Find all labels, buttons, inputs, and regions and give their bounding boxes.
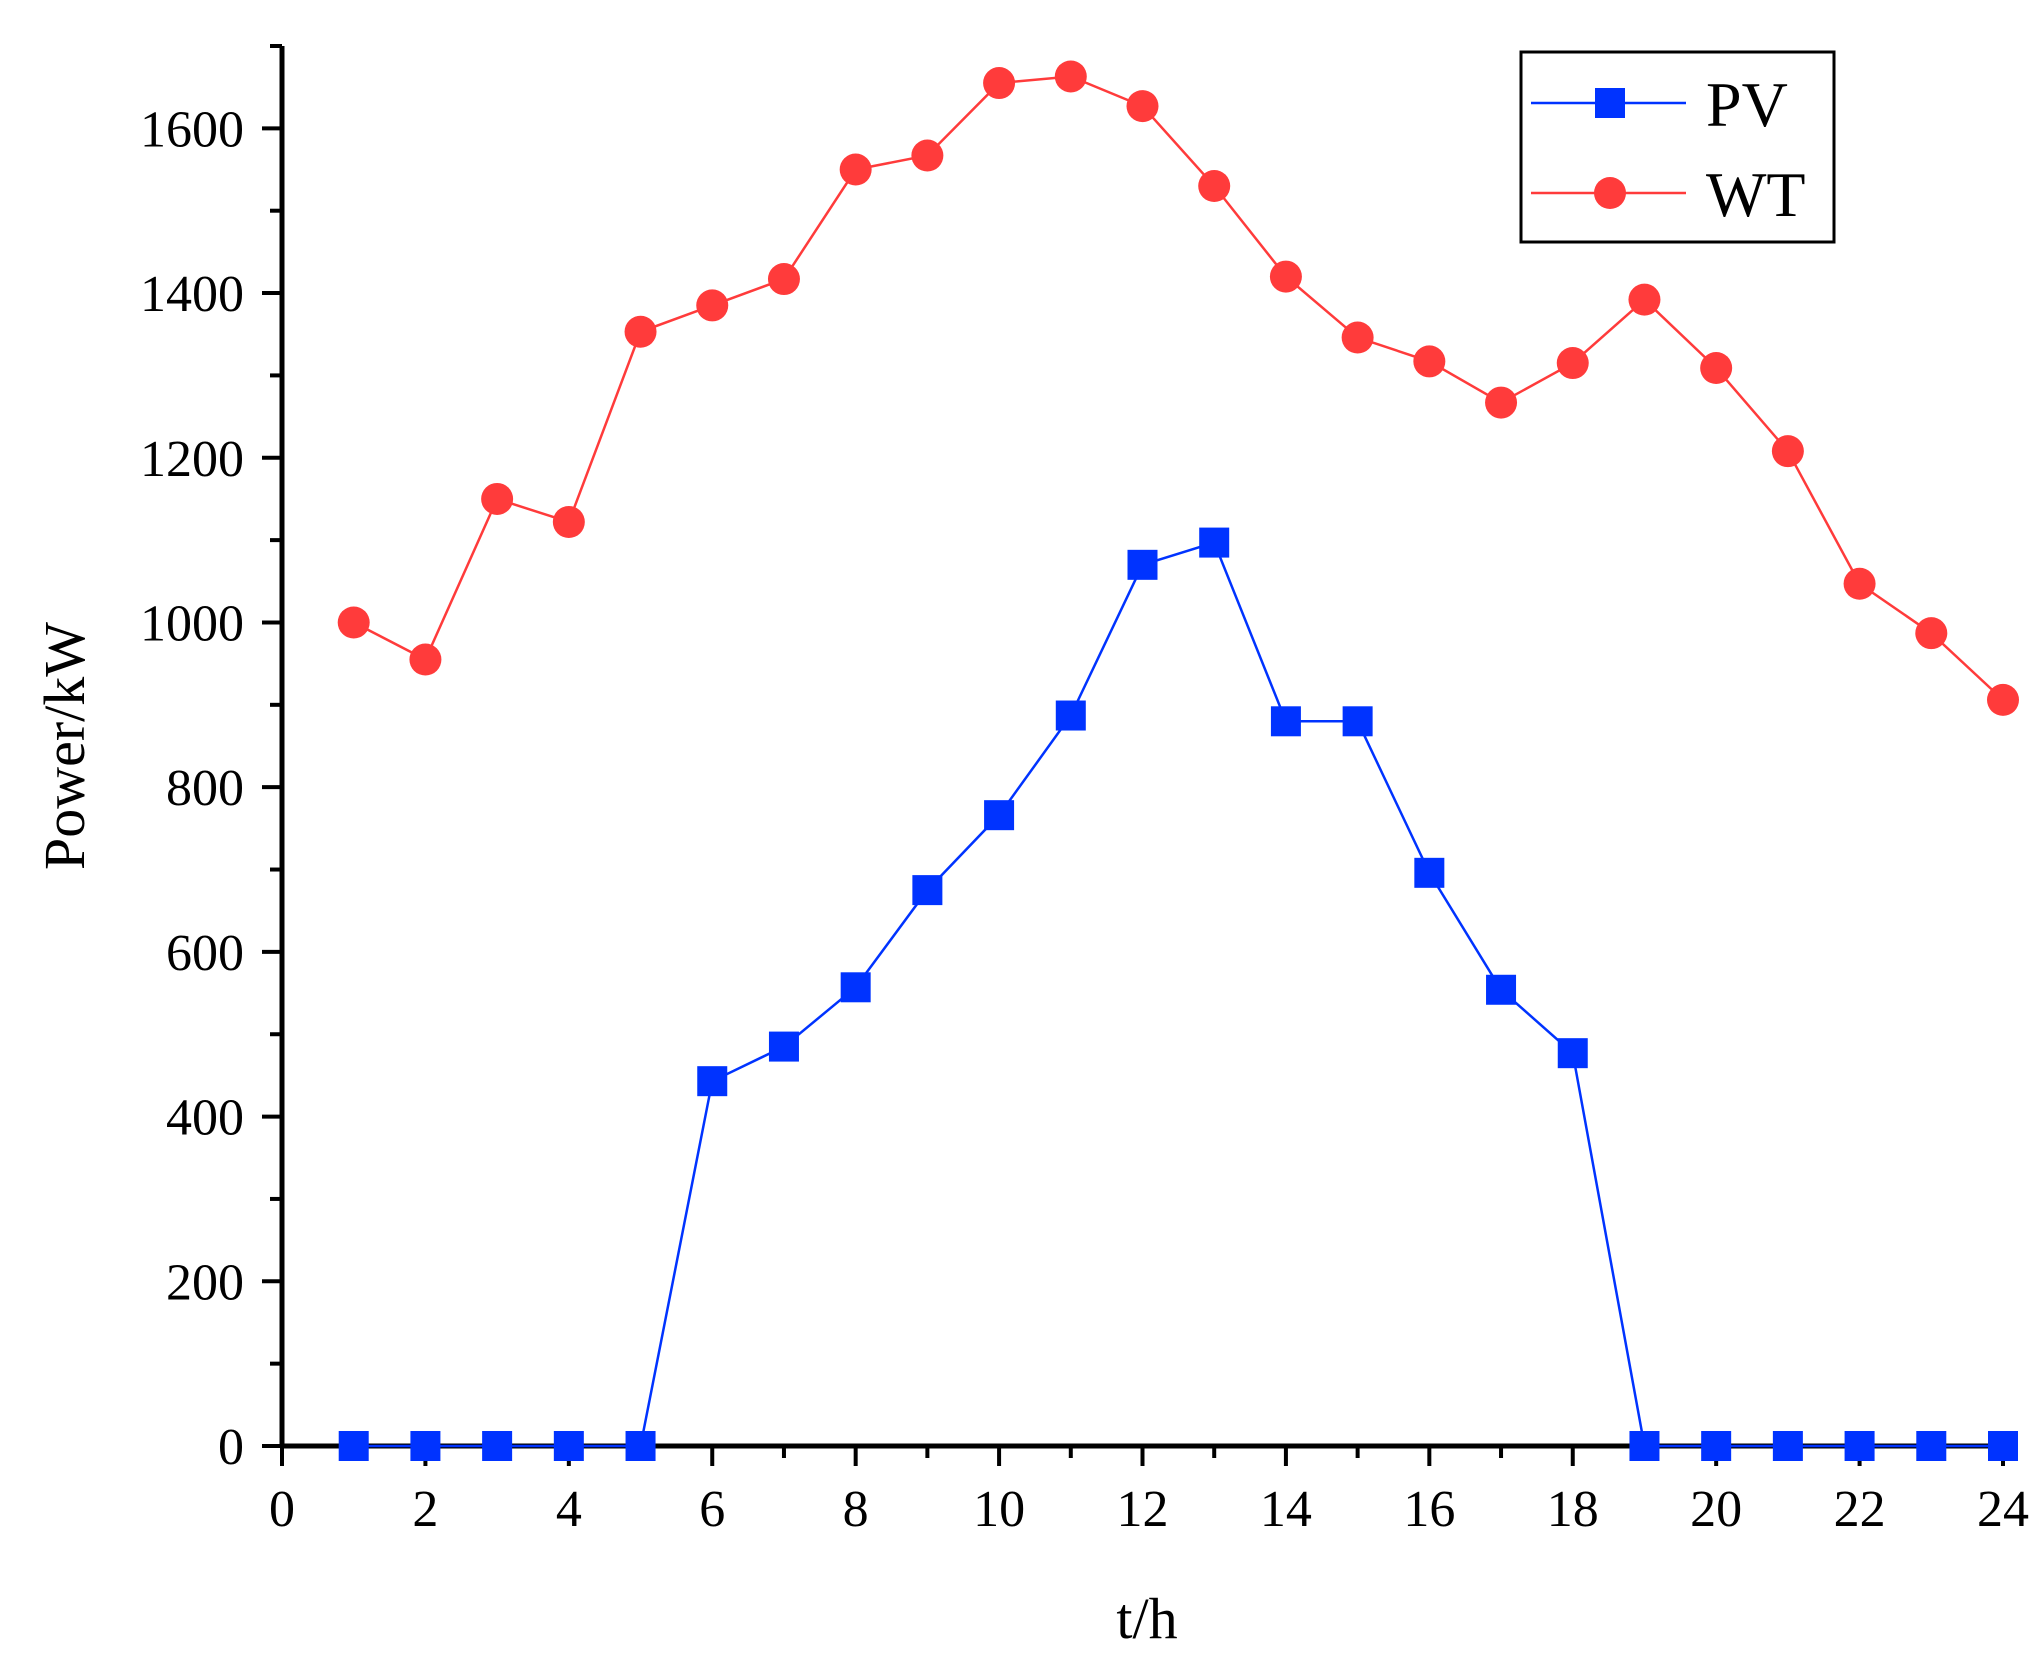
wt-point xyxy=(337,606,370,639)
wt-point xyxy=(1341,321,1374,354)
pv-point xyxy=(1342,706,1373,737)
pv-point xyxy=(1844,1431,1875,1461)
wt-point xyxy=(1054,60,1087,93)
x-tick-label: 18 xyxy=(1547,1481,1599,1538)
wt-point xyxy=(481,482,514,515)
wt-point xyxy=(983,67,1016,100)
wt-point xyxy=(1126,90,1159,123)
pv-point xyxy=(1414,857,1445,888)
pv-point xyxy=(697,1066,728,1097)
wt-point xyxy=(1198,170,1231,202)
y-tick-label: 600 xyxy=(166,925,244,982)
wt-point xyxy=(911,139,944,172)
wt-point xyxy=(767,263,800,296)
x-tick-label: 12 xyxy=(1117,1481,1169,1538)
pv-point xyxy=(1701,1431,1732,1461)
x-tick-label: 22 xyxy=(1834,1481,1886,1538)
wt-point xyxy=(1915,617,1948,650)
y-tick-label: 1000 xyxy=(140,595,244,652)
x-tick-label: 6 xyxy=(699,1481,725,1538)
legend-pv-marker xyxy=(1595,88,1625,118)
y-tick-label: 800 xyxy=(166,760,244,817)
legend-wt-marker xyxy=(1594,177,1626,209)
wt-point xyxy=(1987,683,2019,716)
pv-point xyxy=(768,1031,799,1062)
pv-point xyxy=(840,972,871,1003)
pv-point xyxy=(1557,1038,1588,1069)
x-ticks: 0 2 4 6 8 10 12 14 16 18 20 22 24 xyxy=(269,1446,2029,1538)
legend-box xyxy=(1519,50,1836,244)
wt-point xyxy=(1628,283,1661,316)
pv-point xyxy=(1055,700,1086,731)
x-tick-label: 2 xyxy=(412,1481,438,1538)
x-tick-label: 24 xyxy=(1977,1481,2029,1538)
pv-point xyxy=(1916,1431,1947,1461)
pv-series-line xyxy=(353,541,2003,1448)
wt-point xyxy=(1413,345,1446,378)
pv-point xyxy=(1629,1431,1660,1461)
x-tick-label: 0 xyxy=(269,1481,295,1538)
wt-point xyxy=(1771,435,1804,468)
pv-point xyxy=(984,800,1015,831)
x-tick-label: 16 xyxy=(1403,1481,1455,1538)
pv-point xyxy=(482,1431,513,1461)
wt-point xyxy=(1700,352,1733,384)
y-tick-label: 1600 xyxy=(140,101,244,158)
axes xyxy=(279,46,2016,1449)
wt-point xyxy=(409,643,442,676)
x-tick-label: 14 xyxy=(1260,1481,1312,1538)
y-ticks: 0 200 400 600 800 1000 1200 1400 1600 xyxy=(140,44,282,1476)
series-layer xyxy=(337,60,2019,1461)
x-tick-label: 8 xyxy=(843,1481,869,1538)
legend-pv-label: PV xyxy=(1706,69,1788,140)
wt-point xyxy=(696,289,729,322)
wt-point xyxy=(1269,260,1302,293)
pv-point xyxy=(912,875,943,906)
pv-point xyxy=(1772,1431,1803,1461)
legend-wt-label: WT xyxy=(1706,159,1806,230)
y-axis-title: Power/kW xyxy=(32,622,97,870)
pv-point xyxy=(553,1431,584,1461)
wt-point xyxy=(552,506,585,538)
pv-point xyxy=(1988,1431,2018,1461)
y-tick-label: 1200 xyxy=(140,431,244,488)
y-tick-label: 200 xyxy=(166,1254,244,1311)
wt-point xyxy=(839,153,872,186)
y-tick-label: 1400 xyxy=(140,266,244,323)
x-tick-label: 4 xyxy=(556,1481,582,1538)
pv-point xyxy=(1270,706,1301,737)
pv-point xyxy=(1486,974,1517,1005)
pv-point xyxy=(1199,527,1230,558)
pv-point xyxy=(410,1431,441,1461)
y-tick-label: 0 xyxy=(218,1419,244,1476)
x-tick-label: 20 xyxy=(1690,1481,1742,1538)
pv-point xyxy=(625,1431,656,1461)
wt-point xyxy=(624,315,657,348)
wt-point xyxy=(1843,567,1876,600)
pv-point xyxy=(338,1431,369,1461)
wt-point xyxy=(1556,347,1589,380)
x-axis-title: t/h xyxy=(1116,1586,1177,1651)
wt-series-line xyxy=(353,75,2004,701)
legend: PV WT xyxy=(1519,50,1836,244)
wt-point xyxy=(1485,386,1518,419)
x-tick-label: 10 xyxy=(973,1481,1025,1538)
pv-point xyxy=(1127,549,1158,580)
y-tick-label: 400 xyxy=(166,1090,244,1147)
